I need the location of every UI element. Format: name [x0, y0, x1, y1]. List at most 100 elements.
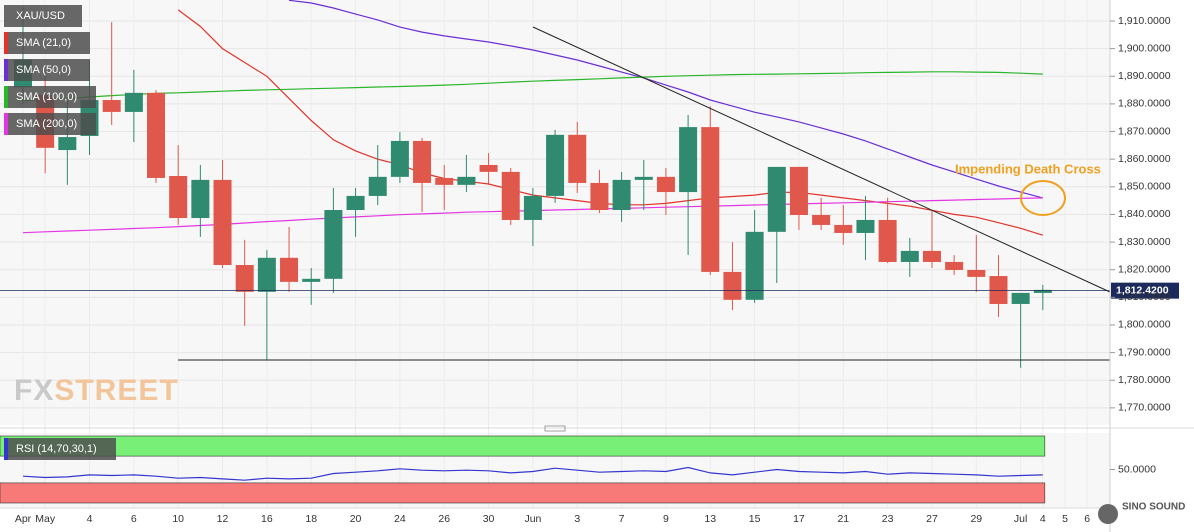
- legend-entry-box[interactable]: [4, 32, 90, 54]
- candle-body: [612, 179, 631, 211]
- legend-entry-swatch[interactable]: [4, 59, 8, 81]
- y-tick-label: 1,870.0000: [1118, 125, 1171, 137]
- y-tick-label: 1,830.0000: [1118, 236, 1171, 248]
- candle-body: [945, 261, 964, 270]
- watermark: FXSTREET: [14, 374, 179, 407]
- candle-body: [679, 127, 698, 193]
- last-price: 1,812.4200: [0, 282, 1179, 299]
- candle-body: [102, 100, 121, 112]
- legend-symbol-text[interactable]: XAU/USD: [16, 10, 65, 22]
- rsi-y-tick-label: 50.0000: [1118, 463, 1156, 475]
- x-tick-label: 17: [793, 513, 805, 525]
- x-tick-label: Apr: [15, 513, 32, 525]
- candle-body: [280, 257, 299, 282]
- candle-body: [191, 179, 210, 219]
- legend-entry-swatch[interactable]: [4, 32, 8, 54]
- x-tick-label: 6: [1084, 513, 1090, 525]
- x-tick-label: 16: [261, 513, 273, 525]
- y-tick-label: 1,840.0000: [1118, 208, 1171, 220]
- candle-body: [302, 278, 321, 282]
- candle-body: [1011, 292, 1030, 304]
- candle-body: [368, 176, 387, 196]
- legend-entry-box[interactable]: [4, 86, 96, 108]
- rsi-upper-band: [0, 435, 1046, 457]
- y-tick-label: 1,900.0000: [1118, 42, 1171, 54]
- line: [22, 71, 1043, 102]
- legend-entry-text[interactable]: SMA (21,0): [16, 37, 71, 49]
- x-tick-label: 18: [305, 513, 317, 525]
- candle-body: [546, 134, 565, 196]
- candle-body: [745, 231, 764, 300]
- candle-body: [723, 271, 742, 300]
- y-tick-label: 1,820.0000: [1118, 263, 1171, 275]
- candle-body: [900, 250, 919, 262]
- legend-entry-swatch[interactable]: [4, 113, 8, 135]
- legend-entry-box[interactable]: [4, 59, 90, 81]
- legend-symbol-box[interactable]: [4, 5, 82, 27]
- candle-body: [124, 92, 143, 112]
- candle-body: [479, 164, 498, 172]
- x-tick-label: 15: [749, 513, 761, 525]
- y-tick-label: 1,800.0000: [1118, 319, 1171, 331]
- x-tick-label: 7: [619, 513, 625, 525]
- x-tick-label: May: [35, 513, 56, 525]
- legend-entry-text[interactable]: SMA (100,0): [16, 91, 77, 103]
- x-tick-label: 3: [574, 513, 580, 525]
- candle-body: [147, 92, 166, 178]
- candle-body: [390, 140, 409, 177]
- y-tick-label: 1,880.0000: [1118, 98, 1171, 110]
- y-tick-label: 1,810.0000: [1118, 291, 1171, 303]
- legend-entry-box[interactable]: [4, 113, 96, 135]
- candle-body: [523, 195, 542, 220]
- logo-mark: [1098, 504, 1118, 524]
- candle-body: [324, 210, 343, 279]
- x-tick-label: 12: [217, 513, 229, 525]
- legend-indicator-swatch[interactable]: [4, 438, 8, 460]
- logo: SINO SOUND: [1098, 502, 1185, 524]
- legend-entry-text[interactable]: SMA (50,0): [16, 64, 71, 76]
- line: [177, 9, 1043, 236]
- y-tick-label: 1,790.0000: [1118, 346, 1171, 358]
- panel-handle[interactable]: [544, 425, 566, 432]
- legend-indicator-text[interactable]: RSI (14,70,30,1): [16, 443, 97, 455]
- legend-indicator-box[interactable]: [4, 438, 116, 460]
- candle-body: [457, 176, 476, 185]
- candle-body: [235, 265, 254, 292]
- legend-entry-swatch[interactable]: [4, 86, 8, 108]
- candle-body: [1033, 289, 1052, 293]
- x-tick-label: 4: [87, 513, 93, 525]
- candle-body: [568, 134, 587, 183]
- x-tick-label: 29: [970, 513, 982, 525]
- x-tick-label: 20: [350, 513, 362, 525]
- x-tick-label: 24: [394, 513, 406, 525]
- x-tick-label: 9: [663, 513, 669, 525]
- annotation-text: Impending Death Cross: [955, 161, 1101, 176]
- y-tick-label: 1,910.0000: [1118, 15, 1171, 27]
- logo-text: SINO SOUND: [1122, 502, 1185, 513]
- legend-entry-text[interactable]: SMA (200,0): [16, 118, 77, 130]
- candle-body: [701, 127, 720, 272]
- candle-body: [257, 257, 276, 292]
- candle-body: [656, 176, 675, 193]
- legend: XAU/USD SMA (21,0) SMA (50,0) SMA (100,0) SM…: [4, 5, 116, 460]
- candle-body: [590, 182, 609, 211]
- watermark-fx: FX: [14, 374, 54, 407]
- candle-body: [834, 224, 853, 233]
- candle-body: [767, 166, 786, 232]
- candle-body: [213, 179, 232, 266]
- x-tick-label: 30: [483, 513, 495, 525]
- candle-body: [435, 177, 454, 185]
- y-tick-label: 1,850.0000: [1118, 181, 1171, 193]
- x-tick-label: 23: [882, 513, 894, 525]
- x-tick-label: 27: [926, 513, 938, 525]
- x-tick-label: 26: [438, 513, 450, 525]
- candle-body: [346, 195, 365, 211]
- watermark-street: STREET: [54, 374, 178, 407]
- rsi-bands: [0, 435, 1046, 504]
- candle-body: [413, 140, 432, 183]
- candle-body: [58, 137, 77, 151]
- candle-body: [922, 250, 941, 262]
- x-tick-label: 21: [837, 513, 849, 525]
- candle-body: [169, 176, 188, 219]
